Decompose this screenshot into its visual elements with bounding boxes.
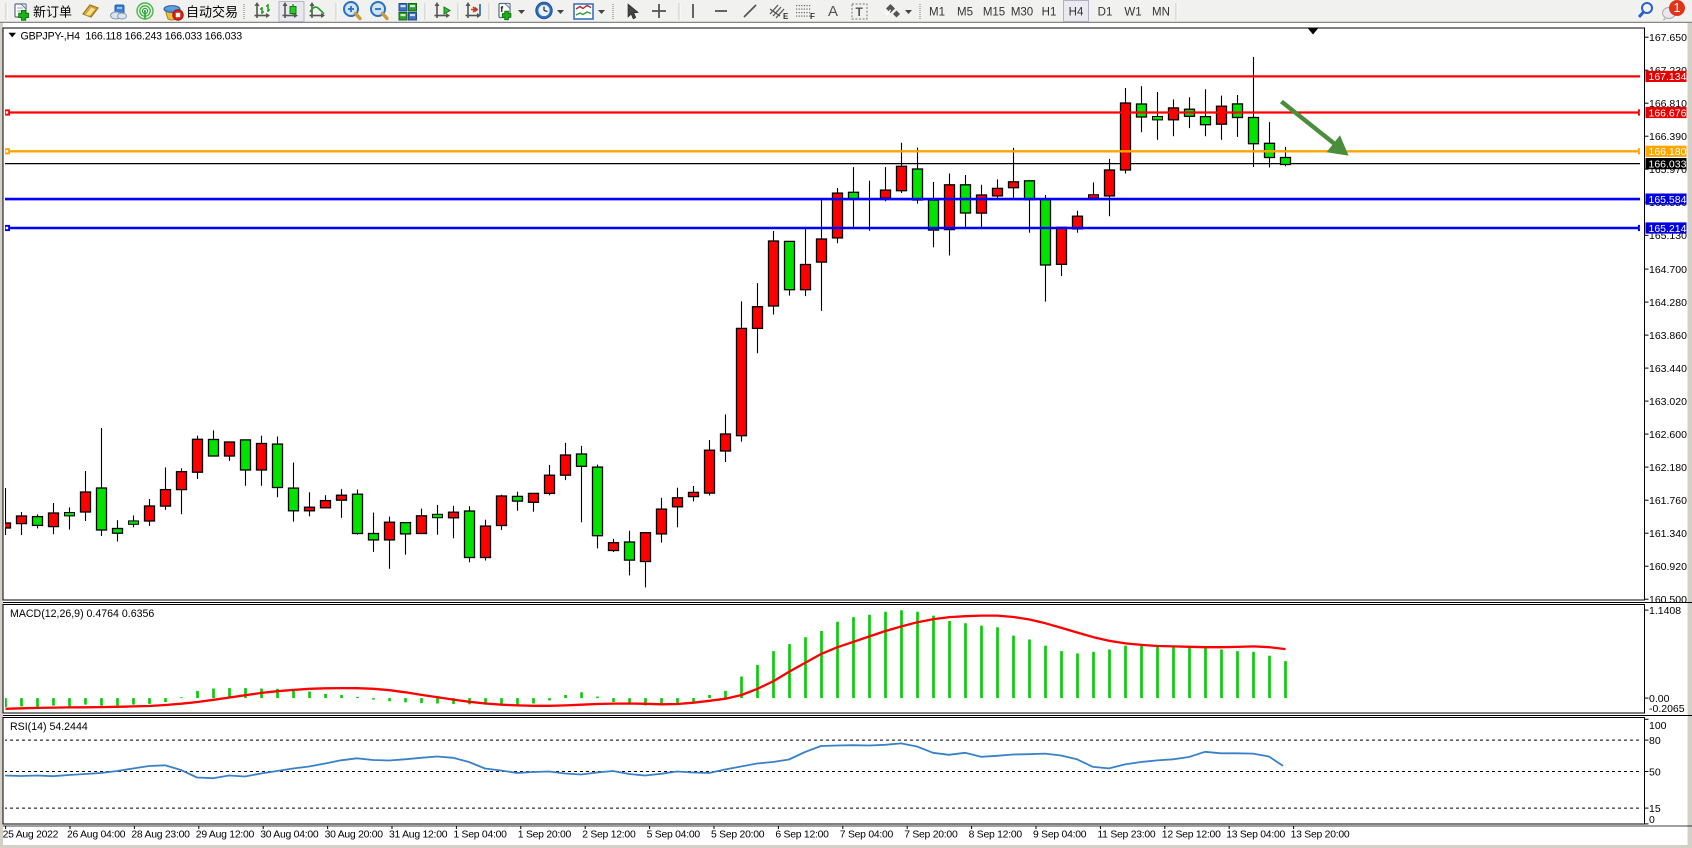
svg-text:M30: M30 [1011,7,1033,19]
svg-text:1 Sep 04:00: 1 Sep 04:00 [453,830,507,841]
svg-text:GBPJPY-,H4 166.118 166.243 16: GBPJPY-,H4 166.118 166.243 166.033 166.0… [21,31,243,43]
svg-text:F: F [810,12,815,21]
svg-text:15: 15 [1649,803,1661,815]
svg-text:166.180: 166.180 [1649,146,1687,158]
svg-text:166.676: 166.676 [1649,107,1687,119]
svg-text:8 Sep 12:00: 8 Sep 12:00 [969,830,1023,841]
svg-text:MACD(12,26,9) 0.4764 0.6356: MACD(12,26,9) 0.4764 0.6356 [10,608,154,620]
svg-text:30 Aug 20:00: 30 Aug 20:00 [325,830,384,841]
svg-text:7 Sep 20:00: 7 Sep 20:00 [904,830,958,841]
svg-text:1.1408: 1.1408 [1649,605,1681,617]
svg-text:新订单: 新订单 [33,5,72,20]
svg-text:M5: M5 [957,7,973,19]
svg-text:31 Aug 12:00: 31 Aug 12:00 [389,830,448,841]
svg-text:13 Sep 04:00: 13 Sep 04:00 [1226,830,1285,841]
svg-text:D1: D1 [1098,7,1113,19]
svg-text:自动交易: 自动交易 [186,5,238,20]
svg-text:5 Sep 20:00: 5 Sep 20:00 [711,830,765,841]
svg-text:167.650: 167.650 [1649,32,1687,44]
svg-text:H1: H1 [1042,7,1057,19]
svg-text:50: 50 [1649,767,1661,779]
svg-text:163.020: 163.020 [1649,396,1687,408]
svg-text:1 Sep 20:00: 1 Sep 20:00 [518,830,572,841]
svg-text:166.390: 166.390 [1649,131,1687,143]
svg-text:1: 1 [1674,1,1681,15]
svg-text:100: 100 [1649,720,1667,732]
svg-text:25 Aug 2022: 25 Aug 2022 [3,830,59,841]
svg-text:T: T [856,5,864,19]
svg-text:161.340: 161.340 [1649,528,1687,540]
svg-text:5 Sep 04:00: 5 Sep 04:00 [647,830,701,841]
svg-text:M1: M1 [929,7,945,19]
svg-text:M15: M15 [983,7,1005,19]
svg-text:A: A [828,3,838,20]
svg-text:161.760: 161.760 [1649,495,1687,507]
svg-text:W1: W1 [1124,7,1141,19]
svg-text:162.180: 162.180 [1649,462,1687,474]
svg-text:13 Sep 20:00: 13 Sep 20:00 [1291,830,1350,841]
svg-text:80: 80 [1649,735,1661,747]
svg-text:162.600: 162.600 [1649,429,1687,441]
svg-text:9 Sep 04:00: 9 Sep 04:00 [1033,830,1087,841]
svg-text:26 Aug 04:00: 26 Aug 04:00 [67,830,126,841]
svg-text:165.214: 165.214 [1649,223,1687,235]
svg-text:160.500: 160.500 [1649,594,1687,606]
svg-text:7 Sep 04:00: 7 Sep 04:00 [840,830,894,841]
svg-text:163.860: 163.860 [1649,330,1687,342]
svg-text:2 Sep 12:00: 2 Sep 12:00 [582,830,636,841]
svg-text:160.920: 160.920 [1649,561,1687,573]
svg-text:RSI(14) 54.2444: RSI(14) 54.2444 [10,721,88,733]
svg-text:H4: H4 [1069,7,1084,19]
svg-text:164.700: 164.700 [1649,264,1687,276]
svg-text:28 Aug 23:00: 28 Aug 23:00 [131,830,190,841]
svg-text:164.280: 164.280 [1649,297,1687,309]
svg-text:167.134: 167.134 [1649,71,1687,83]
svg-text:30 Aug 04:00: 30 Aug 04:00 [260,830,319,841]
svg-text:29 Aug 12:00: 29 Aug 12:00 [196,830,255,841]
svg-text:6 Sep 12:00: 6 Sep 12:00 [775,830,829,841]
svg-text:0.00: 0.00 [1649,693,1670,705]
svg-text:163.440: 163.440 [1649,363,1687,375]
svg-text:12 Sep 12:00: 12 Sep 12:00 [1162,830,1221,841]
svg-text:166.033: 166.033 [1649,158,1687,170]
svg-text:f: f [501,5,504,14]
svg-text:E: E [783,12,789,21]
svg-text:MN: MN [1152,7,1170,19]
svg-text:0: 0 [1649,814,1655,826]
svg-text:11 Sep 23:00: 11 Sep 23:00 [1097,830,1156,841]
svg-text:-0.2065: -0.2065 [1649,703,1685,715]
svg-text:165.584: 165.584 [1649,194,1687,206]
